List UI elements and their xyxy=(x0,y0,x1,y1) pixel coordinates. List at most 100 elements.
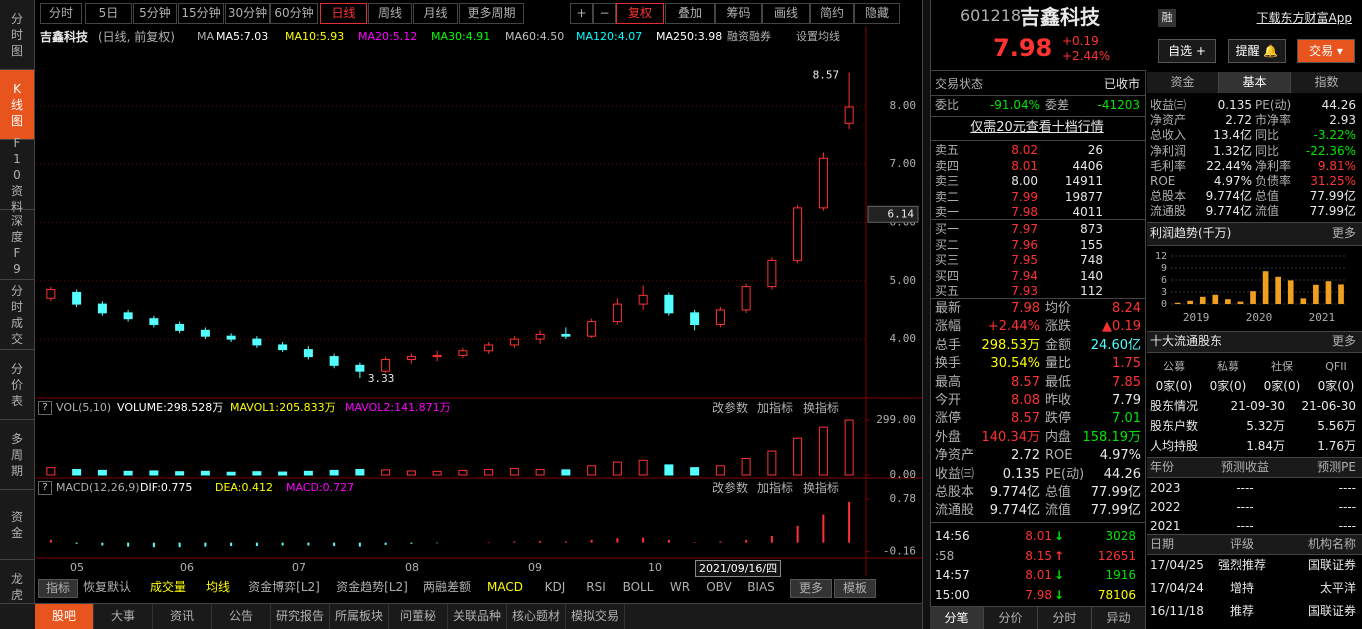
promo-link[interactable]: 仅需20元查看十档行情 xyxy=(970,120,1104,135)
candle-body xyxy=(458,350,468,356)
tool-button[interactable]: 复权 xyxy=(616,3,664,24)
tool-button[interactable]: − xyxy=(593,3,616,24)
stat-label: 换手 xyxy=(935,356,962,372)
sidebar-label[interactable]: 多周期 xyxy=(10,431,23,478)
sidebar-tab[interactable]: 深度F9 xyxy=(0,210,34,280)
vol-button[interactable]: 改参数 xyxy=(712,401,749,415)
sidebar-label[interactable]: F10资料 xyxy=(10,135,23,214)
indicator-tab[interactable]: 模板 xyxy=(834,579,876,598)
action-button[interactable]: 自选 + xyxy=(1158,39,1216,63)
indicator-tab[interactable]: 均线 xyxy=(205,580,230,594)
period-tab[interactable]: 更多周期 xyxy=(459,3,524,24)
indicator-tab[interactable]: 更多 xyxy=(790,579,832,598)
bottom-nav-tab[interactable]: 大事 xyxy=(94,604,153,629)
holder-value: 1.76万 xyxy=(1317,439,1356,453)
indicator-tab[interactable]: 资金博弈[L2] xyxy=(248,580,320,594)
macd-button[interactable]: 加指标 xyxy=(757,481,794,495)
macd-button[interactable]: 换指标 xyxy=(803,481,840,495)
period-tab[interactable]: 日线 xyxy=(320,3,367,24)
indicator-tab[interactable]: BIAS xyxy=(747,580,775,594)
bottom-nav-tab[interactable]: 模拟交易 xyxy=(566,604,625,629)
app-link[interactable]: 下载东方财富App xyxy=(1256,11,1352,25)
period-tab[interactable]: 分时 xyxy=(40,3,82,24)
book-volume: 873 xyxy=(1080,222,1103,236)
detail-tab[interactable]: 分价 xyxy=(984,607,1038,629)
tool-button[interactable]: + xyxy=(570,3,593,24)
sidebar-tab[interactable]: 分时成交 xyxy=(0,280,34,350)
volume-bar xyxy=(381,469,391,476)
sidebar-tab[interactable]: K线图 xyxy=(0,70,34,140)
tool-button[interactable]: 简约 xyxy=(810,3,854,24)
bottom-nav-tab[interactable]: 研究报告 xyxy=(271,604,330,629)
bottom-nav-tab[interactable]: 所属板块 xyxy=(330,604,389,629)
vol-title: VOL(5,10) xyxy=(56,401,112,414)
period-tab[interactable]: 月线 xyxy=(413,3,458,24)
info-tab[interactable]: 资金 xyxy=(1147,72,1219,93)
period-tab[interactable]: 15分钟 xyxy=(178,3,224,24)
info-tab[interactable]: 基本 xyxy=(1219,72,1291,93)
sidebar-label[interactable]: 分时图 xyxy=(10,11,23,58)
indicator-tab[interactable]: OBV xyxy=(706,580,732,594)
profit-bar xyxy=(1338,284,1344,304)
vol-button[interactable]: 换指标 xyxy=(803,401,840,415)
bottom-nav-tab[interactable]: 关联品种 xyxy=(448,604,507,629)
indicator-tab[interactable]: 成交量 xyxy=(149,580,186,594)
action-button[interactable]: 提醒 🔔 xyxy=(1228,39,1286,63)
margin-link[interactable]: 融资融券 xyxy=(727,30,771,43)
macd-button[interactable]: 改参数 xyxy=(712,481,749,495)
bottom-nav-tab[interactable]: 股吧 xyxy=(35,604,94,629)
info-tab[interactable]: 指数 xyxy=(1291,72,1362,93)
sidebar-tab[interactable]: 分时图 xyxy=(0,0,34,70)
indicator-tab[interactable]: RSI xyxy=(586,580,606,594)
sidebar-tab[interactable]: 多周期 xyxy=(0,420,34,490)
more-link[interactable]: 更多 xyxy=(1331,334,1356,348)
sidebar-tab[interactable]: 资金 xyxy=(0,490,34,560)
table-header: 评级 xyxy=(1229,537,1254,551)
bottom-nav-tab[interactable]: 核心题材 xyxy=(507,604,566,629)
period-tab[interactable]: 5分钟 xyxy=(133,3,177,24)
more-link[interactable]: 更多 xyxy=(1331,226,1356,240)
bottom-nav-tab[interactable]: 问董秘 xyxy=(389,604,448,629)
indicator-tab[interactable]: 两融差额 xyxy=(422,580,471,594)
tool-button[interactable]: 筹码 xyxy=(715,3,762,24)
fund-label: 毛利率 xyxy=(1150,158,1187,173)
sidebar-tab[interactable]: 分价表 xyxy=(0,350,34,420)
book-volume: 140 xyxy=(1080,268,1103,283)
bottom-nav-tab[interactable]: 公告 xyxy=(212,604,271,629)
indicator-tab[interactable]: 资金趋势[L2] xyxy=(336,580,408,594)
ma-label: MA5:7.03 xyxy=(216,30,269,43)
sidebar-label[interactable]: 分时成交 xyxy=(10,283,23,346)
stat-label: 昨收 xyxy=(1045,393,1072,408)
period-tab[interactable]: 5日 xyxy=(85,3,132,24)
tool-button[interactable]: 隐藏 xyxy=(854,3,900,24)
action-button[interactable]: 交易 ▾ xyxy=(1297,39,1355,63)
tool-button[interactable]: 叠加 xyxy=(665,3,715,24)
detail-tab[interactable]: 分时 xyxy=(1038,607,1092,629)
indicator-tab[interactable]: BOLL xyxy=(622,580,654,594)
tick-price: 8.15 xyxy=(1025,548,1052,563)
table-cell: 国联证券 xyxy=(1307,558,1356,572)
period-tab[interactable]: 周线 xyxy=(368,3,412,24)
ma-settings[interactable]: 设置均线 xyxy=(796,30,840,43)
indicator-tab[interactable]: WR xyxy=(669,580,691,594)
table-cell: 太平洋 xyxy=(1319,581,1356,595)
tool-button[interactable]: 画线 xyxy=(762,3,810,24)
indicator-tab[interactable]: 恢复默认 xyxy=(82,580,131,594)
detail-tab[interactable]: 异动 xyxy=(1092,607,1146,629)
sidebar-label[interactable]: 分价表 xyxy=(10,361,23,408)
period-tab[interactable]: 30分钟 xyxy=(225,3,270,24)
sidebar-label[interactable]: K线图 xyxy=(10,81,23,128)
period-tab[interactable]: 60分钟 xyxy=(270,3,318,24)
vol-item: MAVOL1:205.833万 xyxy=(230,401,336,414)
indicator-tab[interactable]: KDJ xyxy=(544,580,566,594)
tick-volume: 1916 xyxy=(1105,568,1136,582)
vol-button[interactable]: 加指标 xyxy=(757,401,794,415)
sidebar-tab[interactable]: F10资料 xyxy=(0,136,34,214)
sidebar-label[interactable]: 深度F9 xyxy=(10,213,23,276)
sidebar-label[interactable]: 资金 xyxy=(10,509,23,540)
bottom-nav-tab[interactable]: 资讯 xyxy=(153,604,212,629)
indicator-tab[interactable]: 指标 xyxy=(38,579,78,598)
indicator-tab[interactable]: MACD xyxy=(487,580,523,594)
detail-tab[interactable]: 分笔 xyxy=(930,607,984,629)
stat-value: 8.08 xyxy=(1011,393,1040,408)
